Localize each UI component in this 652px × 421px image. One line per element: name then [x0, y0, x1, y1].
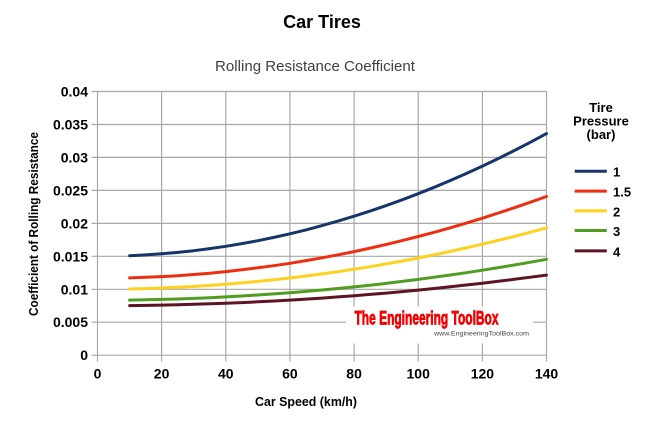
svg-text:80: 80: [346, 366, 362, 382]
svg-text:Car Tires: Car Tires: [283, 12, 361, 32]
svg-text:Rolling Resistance Coefficient: Rolling Resistance Coefficient: [215, 58, 416, 75]
svg-text:3: 3: [613, 224, 620, 239]
svg-text:0.035: 0.035: [53, 117, 88, 133]
svg-text:0.01: 0.01: [61, 281, 88, 297]
svg-text:Coefficient of Rolling Resista: Coefficient of Rolling Resistance: [26, 132, 41, 316]
svg-text:Tire: Tire: [589, 100, 613, 115]
svg-text:0.025: 0.025: [53, 182, 88, 198]
svg-text:Pressure: Pressure: [573, 114, 629, 129]
svg-text:140: 140: [535, 366, 559, 382]
svg-text:www.EngineeringToolBox.com: www.EngineeringToolBox.com: [433, 330, 529, 337]
svg-text:0.015: 0.015: [53, 248, 88, 264]
svg-text:0: 0: [80, 347, 88, 363]
svg-text:4: 4: [613, 244, 621, 259]
svg-text:1: 1: [613, 165, 620, 180]
svg-text:0.005: 0.005: [53, 314, 88, 330]
svg-text:0.03: 0.03: [61, 149, 88, 165]
svg-text:60: 60: [282, 366, 298, 382]
svg-text:0.02: 0.02: [61, 215, 88, 231]
svg-text:120: 120: [471, 366, 495, 382]
svg-text:0: 0: [94, 366, 102, 382]
svg-text:100: 100: [407, 366, 431, 382]
svg-text:20: 20: [154, 366, 170, 382]
svg-text:40: 40: [218, 366, 234, 382]
svg-text:The Engineering ToolBox: The Engineering ToolBox: [355, 308, 499, 329]
svg-text:Car Speed (km/h): Car Speed (km/h): [255, 394, 357, 409]
svg-text:2: 2: [613, 204, 620, 219]
svg-text:(bar): (bar): [587, 127, 616, 142]
svg-text:0.04: 0.04: [61, 84, 88, 100]
svg-text:1.5: 1.5: [613, 185, 631, 200]
